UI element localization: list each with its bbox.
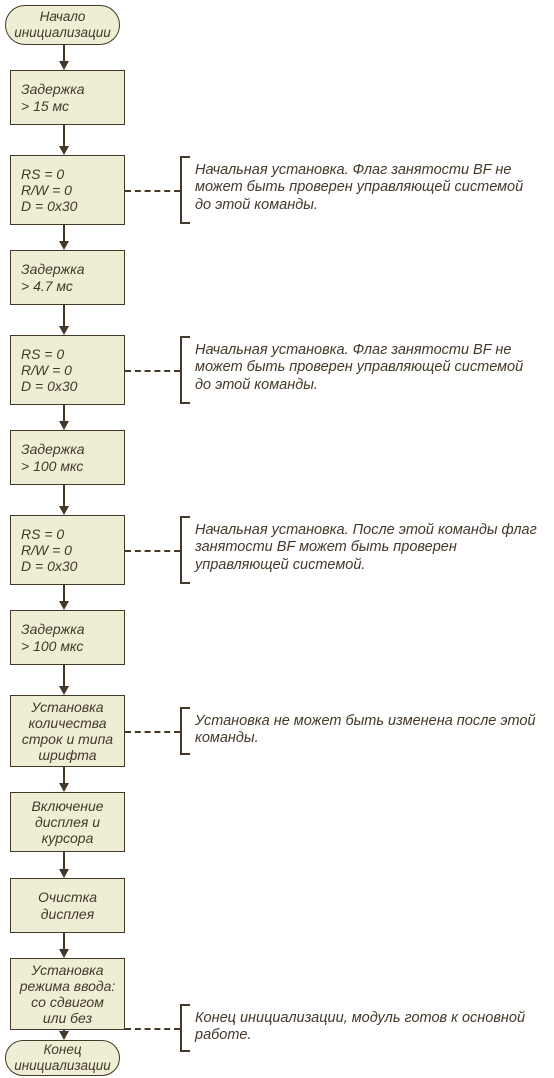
connector bbox=[63, 585, 65, 602]
annotation-a3: Начальная установка. После этой команды … bbox=[195, 522, 540, 574]
annotation-bracket bbox=[180, 707, 190, 755]
node-n_delay4: Задержка> 100 мкс bbox=[10, 610, 125, 665]
annotation-bracket bbox=[180, 1004, 190, 1052]
dashed-connector bbox=[125, 550, 180, 552]
node-n_cmd1: RS = 0R/W = 0D = 0x30 bbox=[10, 155, 125, 225]
arrowhead-icon bbox=[59, 783, 69, 792]
node-n_delay2: Задержка> 4.7 мс bbox=[10, 250, 125, 305]
dashed-connector bbox=[125, 190, 180, 192]
node-n_cmd3: RS = 0R/W = 0D = 0x30 bbox=[10, 515, 125, 585]
connector bbox=[63, 852, 65, 870]
arrowhead-icon bbox=[59, 421, 69, 430]
flowchart-canvas: Началоинициализации Задержка> 15 мс RS = 0… bbox=[0, 0, 554, 1078]
node-n_mode: Установкарежима ввода:со сдвигомили без bbox=[10, 958, 125, 1030]
connector bbox=[63, 485, 65, 507]
node-n_delay1: Задержка> 15 мс bbox=[10, 70, 125, 125]
node-n_end: Конецинициализации bbox=[5, 1040, 120, 1076]
connector bbox=[63, 305, 65, 327]
annotation-a4: Установка не может быть изменена после э… bbox=[195, 713, 540, 748]
arrowhead-icon bbox=[59, 241, 69, 250]
connector bbox=[63, 933, 65, 950]
node-n_disp: Включениедисплея икурсора bbox=[10, 792, 125, 852]
annotation-bracket bbox=[180, 156, 190, 224]
node-n_clear: Очисткадисплея bbox=[10, 878, 125, 933]
dashed-connector bbox=[125, 370, 180, 372]
annotation-bracket bbox=[180, 516, 190, 584]
annotation-a1: Начальная установка. Флаг занятости BF н… bbox=[195, 162, 540, 214]
annotation-a5: Конец инициализации, модуль готов к осно… bbox=[195, 1010, 540, 1045]
connector bbox=[63, 767, 65, 784]
arrowhead-icon bbox=[59, 601, 69, 610]
node-n_delay3: Задержка> 100 мкс bbox=[10, 430, 125, 485]
arrowhead-icon bbox=[59, 61, 69, 70]
arrowhead-icon bbox=[59, 686, 69, 695]
connector bbox=[63, 225, 65, 242]
dashed-connector bbox=[125, 731, 180, 733]
arrowhead-icon bbox=[59, 506, 69, 515]
connector bbox=[63, 665, 65, 687]
node-n_rows: Установкаколичествастрок и типашрифта bbox=[10, 695, 125, 767]
connector bbox=[63, 125, 65, 147]
connector bbox=[63, 405, 65, 422]
dashed-connector bbox=[125, 1028, 180, 1030]
arrowhead-icon bbox=[59, 326, 69, 335]
annotation-bracket bbox=[180, 336, 190, 404]
node-n_cmd2: RS = 0R/W = 0D = 0x30 bbox=[10, 335, 125, 405]
annotation-a2: Начальная установка. Флаг занятости BF н… bbox=[195, 342, 540, 394]
arrowhead-icon bbox=[59, 949, 69, 958]
arrowhead-icon bbox=[59, 869, 69, 878]
node-n_start: Началоинициализации bbox=[5, 5, 120, 45]
connector bbox=[63, 45, 65, 62]
arrowhead-icon bbox=[59, 1031, 69, 1040]
arrowhead-icon bbox=[59, 146, 69, 155]
